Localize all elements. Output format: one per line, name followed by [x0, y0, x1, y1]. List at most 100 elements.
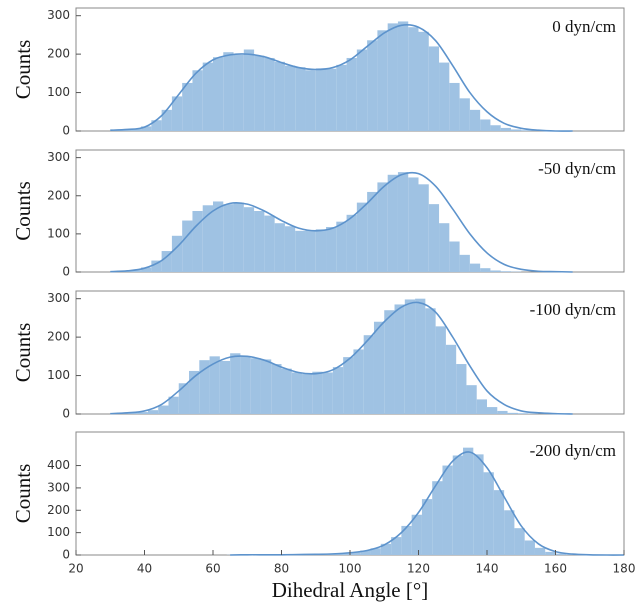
y-tick-label: 0 — [62, 265, 70, 279]
y-tick-label: 400 — [47, 458, 70, 472]
bar — [326, 68, 337, 131]
bar — [439, 223, 450, 272]
bar — [500, 127, 511, 131]
bar — [397, 172, 409, 272]
bar — [459, 98, 470, 131]
bar — [428, 204, 440, 272]
bar — [209, 356, 220, 414]
x-tick-label: 120 — [407, 562, 430, 576]
y-axis-label: Counts — [11, 323, 35, 383]
bar — [346, 57, 357, 131]
bar — [425, 308, 436, 414]
x-tick-label: 40 — [137, 562, 152, 576]
bar — [326, 227, 337, 272]
bar — [284, 226, 296, 272]
bar — [192, 211, 203, 272]
y-tick-label: 300 — [47, 8, 70, 22]
annotation: -50 dyn/cm — [538, 159, 616, 178]
bar — [521, 130, 532, 131]
bar — [449, 82, 460, 131]
bar — [168, 396, 179, 414]
annotation: -200 dyn/cm — [530, 441, 616, 460]
bar — [336, 221, 347, 272]
bar — [439, 62, 450, 131]
x-tick-label: 60 — [205, 562, 220, 576]
bar — [353, 349, 364, 414]
y-tick-label: 200 — [47, 503, 70, 517]
bar — [545, 551, 556, 555]
bar — [391, 537, 402, 555]
y-axis-label: Counts — [11, 181, 35, 241]
bar — [141, 267, 152, 272]
bar — [480, 268, 491, 272]
bar — [555, 553, 566, 555]
bar — [377, 182, 388, 272]
bar — [469, 263, 481, 272]
bar — [264, 215, 275, 272]
y-tick-label: 300 — [47, 480, 70, 494]
bar — [243, 207, 255, 272]
bar — [260, 359, 272, 414]
bar — [404, 299, 416, 414]
bar — [271, 364, 282, 414]
bar — [350, 552, 361, 555]
y-tick-label: 100 — [47, 85, 70, 99]
y-tick-label: 100 — [47, 226, 70, 240]
bar — [161, 109, 172, 131]
bar — [315, 229, 327, 272]
bar — [284, 65, 296, 131]
bar — [274, 223, 285, 272]
bar — [507, 412, 518, 414]
y-tick-label: 100 — [47, 368, 70, 382]
bar — [418, 184, 429, 272]
y-tick-label: 300 — [47, 150, 70, 164]
bar — [158, 405, 169, 414]
density-curve — [230, 451, 625, 556]
bar — [178, 383, 190, 414]
bar — [493, 490, 505, 555]
bar — [223, 204, 234, 272]
bar — [408, 177, 419, 272]
bar — [504, 510, 515, 555]
bar — [442, 465, 453, 555]
bar — [332, 367, 344, 414]
x-tick-label: 100 — [339, 562, 362, 576]
bar — [240, 356, 251, 414]
bar — [346, 214, 357, 272]
bar — [432, 481, 443, 555]
bar — [397, 21, 409, 131]
bar — [524, 540, 535, 555]
density-curve — [110, 24, 573, 132]
bar — [356, 202, 368, 272]
y-tick-label: 200 — [47, 188, 70, 202]
bar — [302, 374, 313, 414]
bar — [315, 68, 327, 131]
bar — [373, 321, 385, 414]
bar — [192, 70, 203, 131]
bar — [161, 251, 172, 272]
bar — [534, 547, 546, 555]
bar — [223, 52, 234, 131]
bar — [517, 413, 529, 414]
y-axis-label: Counts — [11, 40, 35, 100]
bar — [473, 454, 484, 555]
bar — [233, 54, 244, 131]
bar — [394, 304, 405, 414]
bar — [483, 472, 494, 555]
bar — [490, 125, 501, 131]
x-tick-label: 160 — [544, 562, 567, 576]
bar — [254, 55, 265, 131]
bar — [202, 62, 213, 131]
bar — [312, 371, 323, 414]
bar — [418, 31, 429, 131]
bar — [356, 49, 368, 132]
bar — [343, 357, 354, 414]
bar — [408, 27, 419, 131]
bar — [213, 201, 224, 272]
bar — [459, 254, 470, 272]
bar — [367, 40, 378, 131]
density-curve — [110, 301, 573, 415]
bar — [151, 120, 162, 131]
bar — [213, 57, 224, 132]
